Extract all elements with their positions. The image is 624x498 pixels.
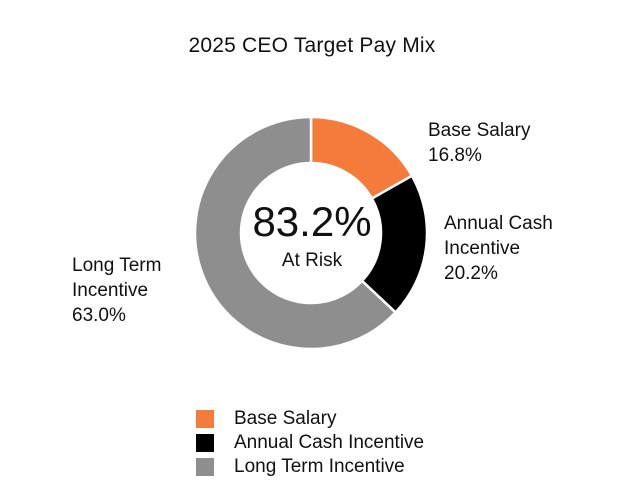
- slice-label-line: Annual Cash: [444, 213, 553, 234]
- legend: Base Salary Annual Cash Incentive Long T…: [196, 407, 424, 479]
- legend-item-annual-cash-incentive: Annual Cash Incentive: [196, 431, 424, 455]
- legend-swatch: [196, 434, 214, 452]
- slice-label-long-term-incentive: Long Term Incentive 63.0%: [72, 253, 161, 328]
- legend-label: Long Term Incentive: [234, 456, 405, 477]
- legend-label: Annual Cash Incentive: [234, 432, 425, 453]
- slice-label-value: 20.2%: [444, 263, 498, 284]
- slice-label-base-salary: Base Salary 16.8%: [428, 118, 530, 168]
- slice-label-value: 16.8%: [428, 145, 482, 166]
- slice-label-line: Incentive: [444, 238, 521, 259]
- legend-item-base-salary: Base Salary: [196, 407, 424, 431]
- slice-label-value: 63.0%: [72, 305, 126, 326]
- slice-label-line: Incentive: [72, 280, 149, 301]
- legend-swatch: [196, 410, 214, 428]
- slice-label-line: Long Term: [72, 255, 162, 276]
- donut-slice-long-term-incentive: [193, 115, 397, 351]
- slice-label-line: Base Salary: [428, 120, 531, 141]
- legend-swatch: [196, 458, 214, 476]
- chart-title: 2025 CEO Target Pay Mix: [188, 34, 436, 57]
- center-caption: At Risk: [281, 250, 343, 271]
- legend-label: Base Salary: [234, 408, 337, 429]
- slice-label-annual-cash-incentive: Annual Cash Incentive 20.2%: [444, 211, 553, 286]
- center-value: 83.2%: [252, 198, 372, 245]
- legend-item-long-term-incentive: Long Term Incentive: [196, 455, 424, 479]
